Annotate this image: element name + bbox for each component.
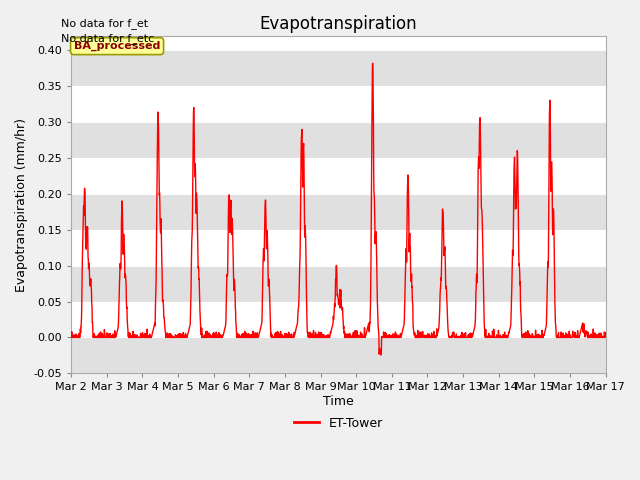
X-axis label: Time: Time [323,395,354,408]
Text: BA_processed: BA_processed [74,41,160,51]
Legend: ET-Tower: ET-Tower [289,411,388,434]
Text: No data for f_etc: No data for f_etc [61,33,154,44]
Bar [71,337,605,373]
Bar [71,50,605,86]
Title: Evapotranspiration: Evapotranspiration [260,15,417,33]
Bar [71,265,605,301]
Bar [71,194,605,230]
Text: No data for f_et: No data for f_et [61,18,148,29]
Bar [71,122,605,158]
Y-axis label: Evapotranspiration (mm/hr): Evapotranspiration (mm/hr) [15,118,28,292]
